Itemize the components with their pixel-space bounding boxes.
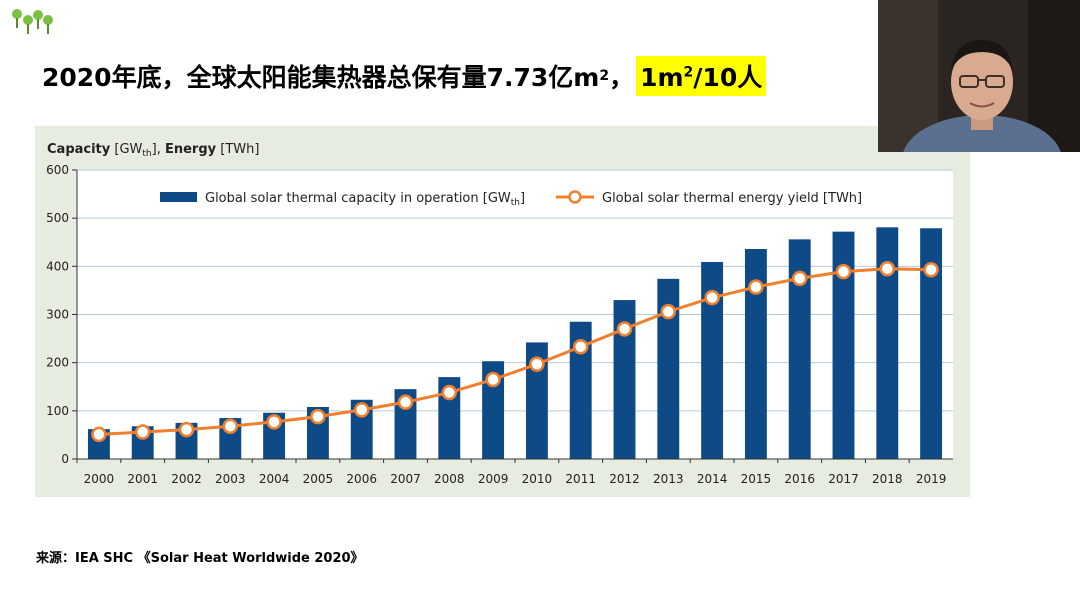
ratio-text-a: 1m	[640, 63, 684, 92]
bar	[876, 227, 899, 459]
x-tick-label: 2014	[697, 472, 728, 486]
x-tick-label: 2019	[916, 472, 947, 486]
bar	[788, 239, 811, 459]
x-tick-label: 2018	[872, 472, 903, 486]
y-tick-label: 200	[46, 356, 69, 370]
line-point	[923, 261, 939, 278]
bar	[525, 342, 548, 459]
ratio-text-b: /10人	[693, 63, 763, 92]
line-point	[441, 384, 458, 401]
y-tick-label: 400	[46, 259, 69, 273]
bar	[613, 300, 636, 459]
x-tick-label: 2008	[434, 472, 465, 486]
y-tick-label: 600	[46, 163, 69, 177]
line-point	[91, 426, 107, 443]
x-tick-label: 2006	[346, 472, 377, 486]
line-point	[704, 289, 720, 306]
x-tick-label: 2013	[653, 472, 684, 486]
line-point	[222, 418, 239, 434]
y-axis-title: Capacity [GWth], Energy [TWh]	[47, 142, 259, 159]
line-point	[353, 402, 370, 418]
bar	[569, 321, 592, 459]
line-point	[879, 260, 896, 277]
x-tick-label: 2004	[259, 472, 290, 486]
line-point	[660, 303, 677, 320]
x-tick-label: 2012	[609, 472, 640, 486]
x-tick-label: 2005	[303, 472, 334, 486]
title-text: 2020年底，全球太阳能集热器总保有量7.73亿m	[42, 63, 600, 92]
bar	[832, 231, 855, 459]
line-point	[178, 421, 195, 438]
y-tick-label: 100	[46, 404, 69, 418]
highlighted-ratio: 1m2/10人	[636, 56, 767, 96]
line-point	[835, 263, 852, 280]
slide-title: 2020年底，全球太阳能集热器总保有量7.73亿m 2 ， 1m2/10人	[42, 56, 767, 96]
line-point	[310, 408, 326, 425]
line-point	[397, 394, 414, 410]
line-point	[266, 414, 282, 430]
ratio-superscript: 2	[683, 64, 694, 81]
x-tick-label: 2015	[741, 472, 772, 486]
y-tick-label: 300	[46, 308, 69, 322]
x-tick-label: 2010	[522, 472, 553, 486]
line-point	[748, 279, 764, 295]
x-tick-label: 2009	[478, 472, 509, 486]
bar	[920, 228, 943, 459]
chart-panel: 0 100 200 300 400 500 600 Capacity [GWth], Ener…	[35, 126, 970, 497]
title-separator: ，	[609, 63, 635, 92]
x-tick-label: 2000	[84, 472, 115, 486]
x-tick-label: 2016	[784, 472, 815, 486]
logo	[10, 6, 54, 38]
bar	[701, 261, 724, 459]
chart-svg: 0 100 200 300 400 500 600 Capacity [GWth], Ener…	[46, 142, 953, 486]
legend-swatch-capacity	[160, 192, 197, 202]
bar	[482, 361, 505, 459]
legend-swatch-marker	[568, 190, 582, 204]
y-tick-label: 0	[61, 452, 69, 466]
line-point	[572, 339, 589, 355]
line-point	[134, 424, 151, 440]
source-citation: 来源：IEA SHC 《Solar Heat Worldwide 2020》	[36, 551, 364, 566]
x-tick-label: 2003	[215, 472, 246, 486]
presenter-avatar	[878, 0, 1080, 152]
bar	[744, 248, 767, 459]
bar	[657, 278, 680, 459]
line-point	[791, 270, 808, 287]
legend-label-energy: Global solar thermal energy yield [TWh]	[602, 191, 862, 206]
line-point	[529, 356, 545, 372]
line-point	[616, 321, 633, 337]
y-tick-label: 500	[46, 211, 69, 225]
legend-label-capacity: Global solar thermal capacity in operati…	[205, 191, 525, 208]
x-tick-label: 2007	[390, 472, 421, 486]
webcam-video	[878, 0, 1080, 152]
x-tick-label: 2011	[565, 472, 596, 486]
x-tick-label: 2002	[171, 472, 202, 486]
x-tick-label: 2017	[828, 472, 859, 486]
line-point	[485, 371, 501, 388]
x-tick-label: 2001	[127, 472, 158, 486]
